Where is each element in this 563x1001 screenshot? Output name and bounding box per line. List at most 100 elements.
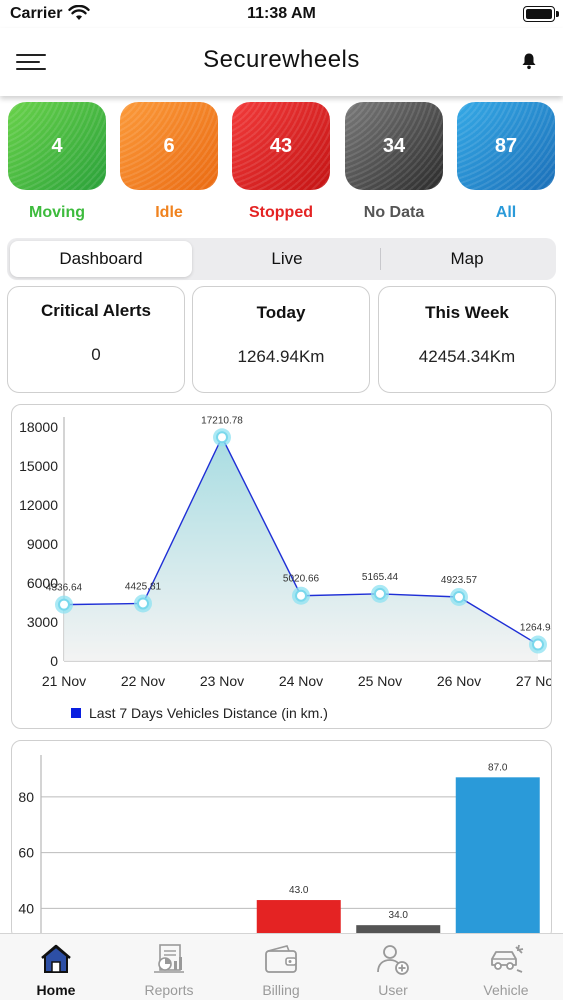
status-label: Moving xyxy=(29,204,85,221)
status-card-no-data[interactable]: 34 No Data xyxy=(345,102,443,222)
y-tick-label: 60 xyxy=(18,845,34,861)
data-label: 1264.94 xyxy=(520,623,552,634)
status-tile: 87 xyxy=(457,102,555,190)
card-value: 42454.34Km xyxy=(418,347,516,366)
data-label: 4336.64 xyxy=(46,583,83,594)
status-label: No Data xyxy=(363,204,425,221)
x-tick-label: 23 Nov xyxy=(200,673,244,689)
card-value: 0 xyxy=(91,345,101,364)
data-point xyxy=(374,587,386,600)
tab-user[interactable]: User xyxy=(337,934,449,1001)
data-point xyxy=(58,598,70,611)
clock-label: 11:38 AM xyxy=(247,5,316,22)
this-week-distance-card: This Week 42454.34Km xyxy=(378,286,556,393)
tab-label: Billing xyxy=(262,982,300,998)
tab-live[interactable]: Live xyxy=(271,249,303,268)
legend-swatch xyxy=(71,708,81,718)
data-label: 4425.81 xyxy=(125,581,162,592)
tab-label: Home xyxy=(36,982,76,998)
y-tick-label: 15000 xyxy=(19,458,58,474)
hamburger-menu-icon[interactable] xyxy=(16,54,46,72)
tab-label: Reports xyxy=(144,982,194,998)
status-count: 43 xyxy=(269,134,293,157)
y-tick-label: 3000 xyxy=(27,614,58,630)
tab-billing[interactable]: Billing xyxy=(225,934,337,1001)
wifi-icon xyxy=(68,5,90,20)
tab-vehicle[interactable]: Vehicle xyxy=(450,934,562,1001)
x-tick-label: 25 Nov xyxy=(358,673,402,689)
legend-label: Last 7 Days Vehicles Distance (in km.) xyxy=(89,705,328,721)
app-header: Securewheels xyxy=(0,28,563,96)
data-label: 5020.66 xyxy=(283,574,320,585)
bar xyxy=(256,900,341,939)
reports-icon xyxy=(154,944,184,973)
today-distance-card: Today 1264.94Km xyxy=(192,286,370,393)
data-label: 17210.78 xyxy=(201,415,243,426)
bar-data-label: 34.0 xyxy=(389,910,409,921)
x-tick-label: 22 Nov xyxy=(121,673,165,689)
data-point xyxy=(453,590,465,603)
status-card-stopped[interactable]: 43 Stopped xyxy=(232,102,330,222)
segment-divider xyxy=(380,248,381,270)
y-tick-label: 6000 xyxy=(27,575,58,591)
tab-dashboard[interactable]: Dashboard xyxy=(10,241,192,277)
data-point xyxy=(137,597,149,610)
bell-icon[interactable] xyxy=(521,52,537,70)
y-tick-label: 0 xyxy=(50,653,58,669)
carrier-label: Carrier xyxy=(10,5,63,22)
x-tick-label: 24 Nov xyxy=(279,673,323,689)
status-count: 34 xyxy=(382,134,406,157)
status-tile: 43 xyxy=(232,102,330,190)
status-count: 6 xyxy=(163,134,175,157)
status-label: Stopped xyxy=(249,204,313,221)
card-title: Critical Alerts xyxy=(41,301,151,320)
status-count: 87 xyxy=(494,134,518,157)
battery-icon xyxy=(523,6,559,22)
tab-map[interactable]: Map xyxy=(450,249,484,268)
data-point xyxy=(295,589,307,602)
y-tick-label: 80 xyxy=(18,789,34,805)
y-tick-label: 12000 xyxy=(19,497,58,513)
series-area-fill xyxy=(64,437,538,661)
tab-home[interactable]: Home xyxy=(0,934,112,1001)
distance-line-chart: 0 3000 6000 9000 12000 15000 18000 4336.64 4425.… xyxy=(19,415,552,721)
card-title: This Week xyxy=(425,303,509,322)
y-tick-label: 18000 xyxy=(19,419,58,435)
home-icon xyxy=(41,944,71,973)
distance-line-chart-card: 0 3000 6000 9000 12000 15000 18000 4336.64 4425.… xyxy=(11,404,552,729)
x-tick-label: 21 Nov xyxy=(42,673,86,689)
x-tick-label: 27 Nov xyxy=(516,673,552,689)
status-label: Idle xyxy=(155,204,183,221)
card-value: 1264.94Km xyxy=(237,347,325,366)
data-label: 5165.44 xyxy=(362,572,399,583)
status-tile: 6 xyxy=(120,102,218,190)
critical-alerts-card[interactable]: Critical Alerts 0 xyxy=(7,286,185,393)
bar-data-label: 43.0 xyxy=(289,885,309,896)
car-icon xyxy=(491,944,524,973)
status-tile: 4 xyxy=(8,102,106,190)
page-title: Securewheels xyxy=(203,46,360,73)
status-card-all[interactable]: 87 All xyxy=(457,102,555,222)
view-segmented-control: Dashboard Live Map xyxy=(7,238,556,280)
wallet-icon xyxy=(265,945,297,973)
status-bar: Carrier 11:38 AM xyxy=(0,0,563,28)
add-user-icon xyxy=(377,945,409,975)
x-tick-label: 26 Nov xyxy=(437,673,481,689)
status-card-moving[interactable]: 4 Moving xyxy=(8,102,106,222)
data-point xyxy=(532,638,544,651)
bar xyxy=(455,777,540,939)
data-point xyxy=(216,431,228,444)
status-label: All xyxy=(495,204,517,221)
status-card-idle[interactable]: 6 Idle xyxy=(120,102,218,222)
status-count: 4 xyxy=(51,134,63,157)
y-tick-label: 9000 xyxy=(27,536,58,552)
data-label: 4923.57 xyxy=(441,575,478,586)
tab-reports[interactable]: Reports xyxy=(113,934,225,1001)
bar-data-label: 87.0 xyxy=(488,762,508,773)
y-tick-label: 40 xyxy=(18,900,34,916)
status-tile: 34 xyxy=(345,102,443,190)
vehicle-status-row: 4 Moving 6 Idle 43 Stopped 34 No Data 87… xyxy=(0,102,563,232)
bottom-tab-bar: Home Reports Billing xyxy=(0,933,563,1000)
